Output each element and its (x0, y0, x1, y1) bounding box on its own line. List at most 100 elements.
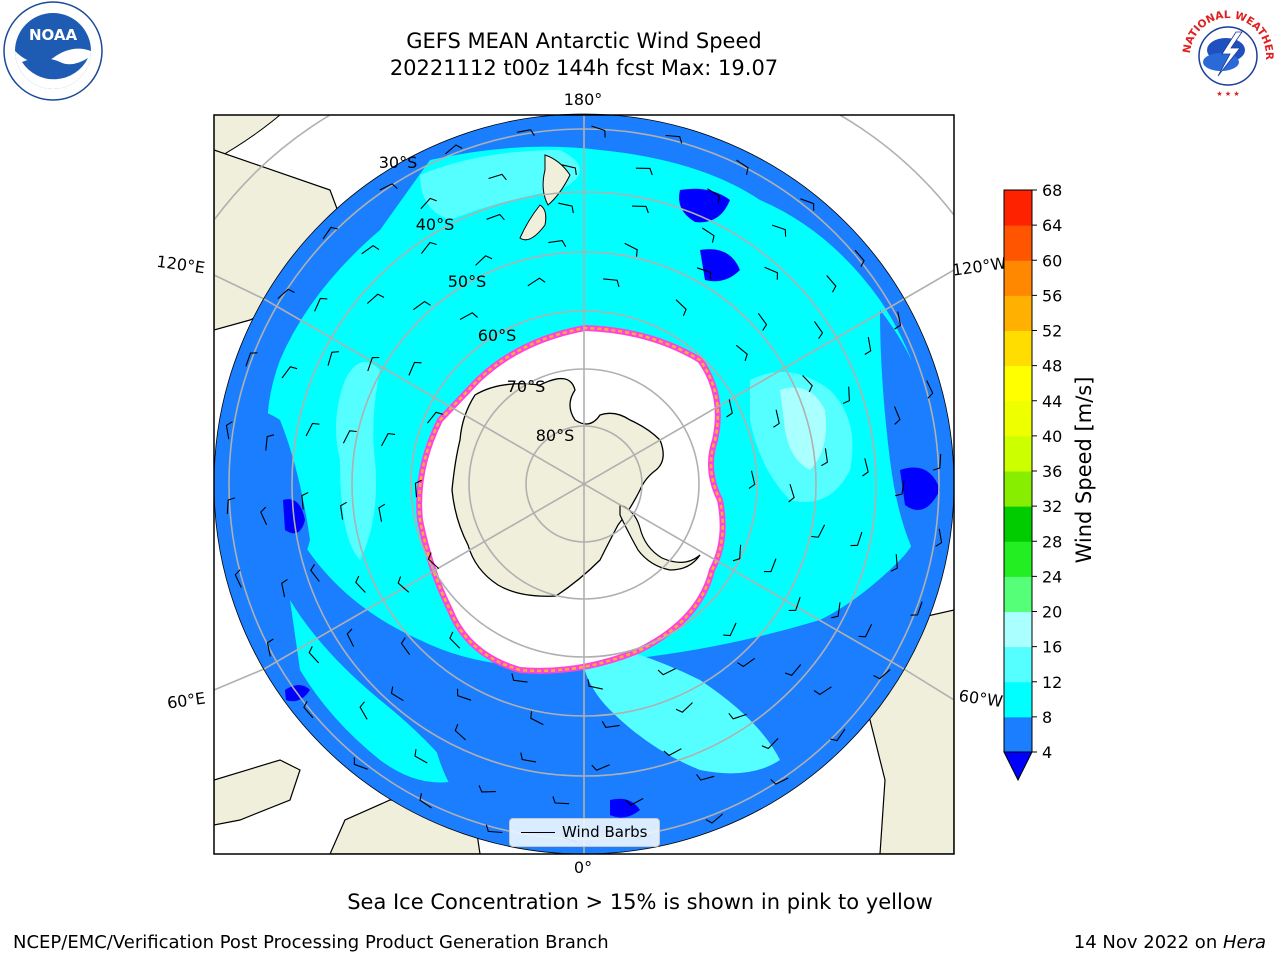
wind-barb (381, 433, 396, 447)
wind-barb (340, 501, 347, 520)
wind-barb (245, 352, 258, 367)
wind-barb (800, 198, 815, 211)
wind-barb (701, 227, 715, 243)
wind-barb (454, 723, 467, 741)
wind-barb (346, 628, 355, 647)
wind-barbs (225, 125, 943, 843)
wind-barb (748, 470, 756, 489)
wind-barb (657, 668, 676, 676)
wind-barb (726, 399, 733, 418)
lon-label-60e: 60°E (166, 688, 207, 712)
wind-barb (308, 646, 320, 664)
wind-barb (342, 430, 357, 444)
lat-label-70s: 70°S (507, 377, 546, 396)
colorbar-swatch (1004, 225, 1032, 261)
wind-barb (811, 524, 826, 538)
wind-barb (764, 266, 778, 280)
wind-barb (234, 569, 242, 588)
colorbar-swatch (1004, 646, 1032, 683)
lat-label-60s: 60°S (478, 326, 517, 345)
wind-barb (367, 356, 380, 372)
wind-barb (485, 824, 503, 834)
wind-barb (378, 503, 386, 522)
wind-barb (314, 297, 328, 312)
map-frame (213, 114, 955, 855)
wind-barb (397, 576, 410, 593)
colorbar-tick-label: 12 (1042, 673, 1062, 692)
legend-label: Wind Barbs (562, 823, 648, 841)
wind-barb (420, 241, 437, 254)
wind-barb (735, 344, 748, 361)
wind-barb (707, 188, 720, 203)
wind-barb (696, 774, 715, 781)
wind-barb (260, 506, 268, 526)
wind-barb (624, 242, 638, 257)
graticule (228, 114, 940, 854)
wind-barb (266, 638, 274, 657)
wind-barb (516, 129, 535, 136)
wind-barb (414, 749, 428, 764)
wind-barb (773, 409, 780, 428)
wind-barb (355, 575, 366, 593)
wind-barb (873, 668, 891, 680)
wind-barb (926, 380, 934, 399)
sea-ice-caption: Sea Ice Concentration > 15% is shown in … (347, 890, 933, 914)
wind-barb (696, 267, 712, 280)
colorbar-tick-label: 28 (1042, 532, 1062, 551)
wind-barb (408, 361, 422, 376)
wind-barb (854, 249, 865, 268)
wind-barb (414, 479, 422, 498)
wind-barb (591, 125, 606, 138)
colorbar-swatch (1004, 576, 1032, 612)
colorbar-swatch (1004, 471, 1032, 507)
wind-barb (305, 422, 320, 437)
legend-line-icon (521, 832, 555, 833)
wind-speed-field (214, 114, 954, 854)
wind-barb (665, 134, 683, 144)
wind-barb (813, 686, 832, 696)
wind-barb (478, 785, 496, 793)
wind-barb (821, 448, 828, 467)
wind-barb (527, 277, 546, 287)
wind-barb (353, 757, 368, 770)
wind-barb (561, 164, 577, 175)
wind-barb (858, 624, 873, 638)
wind-barb (788, 596, 801, 612)
wind-barb (488, 173, 507, 181)
wind-barb (322, 226, 338, 240)
svg-text:★ ★ ★: ★ ★ ★ (1216, 90, 1239, 98)
wind-barb (520, 752, 537, 763)
wind-barb (850, 531, 863, 547)
colorbar-tick-label: 8 (1042, 708, 1052, 727)
colorbar-swatch (1004, 611, 1032, 648)
colorbar-tick-label: 16 (1042, 638, 1062, 657)
machine-name: Hera (1222, 932, 1266, 953)
wind-barb (511, 673, 528, 683)
wind-barb (366, 293, 385, 304)
wind-barb (379, 183, 398, 191)
wind-barb (591, 764, 610, 771)
lon-label-180: 180° (564, 90, 603, 109)
wind-barb (862, 458, 869, 477)
date-text: 14 Nov 2022 on Hera (1074, 932, 1266, 953)
wind-barb (788, 484, 795, 503)
wind-barb (757, 312, 768, 331)
wind-barb (277, 288, 295, 300)
wind-barb (842, 386, 850, 405)
wind-barb (737, 657, 756, 668)
colorbar-tick-label: 68 (1042, 181, 1062, 200)
wind-barb (895, 480, 905, 497)
wind-barb (459, 312, 478, 320)
wind-barb (864, 337, 872, 355)
map-legend: Wind Barbs (509, 818, 660, 847)
wind-barb (761, 738, 779, 750)
wind-barb (675, 702, 693, 713)
wind-barb (587, 679, 603, 690)
colorbar-label: Wind Speed [m/s] (1072, 376, 1096, 564)
lon-label-120e: 120°E (155, 252, 206, 278)
colorbar-tick-label: 44 (1042, 392, 1062, 411)
wind-barb (935, 528, 943, 547)
wind-barb (444, 144, 463, 155)
credit-text: NCEP/EMC/Verification Post Processing Pr… (13, 932, 609, 953)
